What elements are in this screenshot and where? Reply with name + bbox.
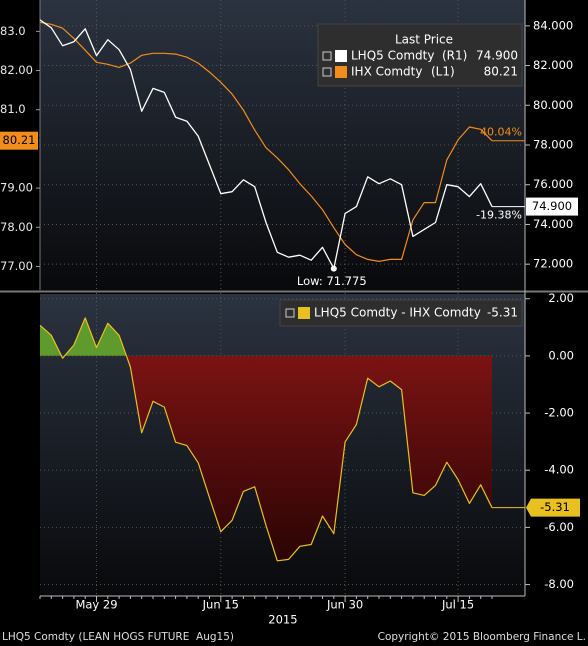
last-value-label: 74.900 bbox=[532, 199, 572, 213]
y-tick-label: -8.00 bbox=[544, 577, 574, 591]
y-tick-label: 77.00 bbox=[0, 259, 33, 273]
change-label: 40.04% bbox=[480, 126, 522, 139]
series-line bbox=[39, 19, 493, 270]
y2-tick-label: 82.000 bbox=[533, 58, 573, 72]
x-tick-label: Jul 15 bbox=[441, 598, 474, 612]
legend-swatch bbox=[335, 66, 347, 78]
legend-value: 80.21 bbox=[484, 65, 518, 79]
last-value-label: -5.31 bbox=[540, 500, 570, 514]
legend-swatch bbox=[298, 307, 310, 319]
positive-area bbox=[40, 317, 127, 356]
y2-tick-label: 80.000 bbox=[533, 98, 573, 112]
y-tick-label: -6.00 bbox=[544, 520, 574, 534]
legend-toggle bbox=[285, 308, 295, 318]
low-marker bbox=[330, 265, 337, 272]
y2-tick-label: 84.000 bbox=[533, 18, 573, 32]
negative-area bbox=[40, 355, 492, 561]
legend-value: -5.31 bbox=[487, 306, 518, 320]
legend-name: IHX Comdty bbox=[351, 65, 422, 79]
y-tick-label: 83.0 bbox=[0, 24, 26, 38]
y-tick-label: 78.00 bbox=[0, 220, 33, 234]
y-tick-label: 79.00 bbox=[0, 181, 33, 195]
last-value-box bbox=[526, 498, 580, 517]
legend-toggle bbox=[322, 51, 332, 61]
footer-left: LHQ5 Comdty (LEAN HOGS FUTURE Aug15) bbox=[2, 631, 234, 643]
y2-tick-label: 74.000 bbox=[533, 217, 573, 231]
last-value-label: 80.21 bbox=[3, 133, 36, 147]
x-tick-label: Jun 15 bbox=[202, 598, 239, 612]
y-tick-label: 0.00 bbox=[548, 348, 574, 362]
last-value-box bbox=[0, 131, 38, 150]
plot-layer: 83.0 82.00 81.0 79.00 78.00 77.00 84.000 82.000… bbox=[0, 0, 580, 627]
legend-title: Last Price bbox=[395, 33, 453, 47]
legend-tag: (R1) bbox=[442, 49, 467, 63]
change-label: -19.38% bbox=[476, 209, 522, 222]
last-value-box bbox=[526, 197, 578, 216]
y-tick-label: 2.00 bbox=[548, 291, 574, 305]
legend-name: LHQ5 Comdty - IHX Comdty bbox=[314, 306, 481, 320]
legend-swatch bbox=[335, 50, 347, 62]
legend-box bbox=[317, 23, 523, 87]
y2-tick-label: 72.000 bbox=[533, 257, 573, 271]
legend-box bbox=[279, 299, 523, 327]
legend-name: LHQ5 Comdty bbox=[351, 49, 434, 63]
legend-toggle bbox=[322, 67, 332, 77]
legend-tag: (L1) bbox=[431, 65, 455, 79]
y-tick-label: -4.00 bbox=[544, 463, 574, 477]
footer-bar bbox=[0, 627, 588, 646]
x-tick-label: May 29 bbox=[75, 598, 117, 612]
x-year-label: 2015 bbox=[268, 613, 297, 627]
footer-right: Copyright© 2015 Bloomberg Finance L. bbox=[378, 631, 586, 643]
series-line bbox=[39, 317, 493, 562]
y-tick-label: 81.0 bbox=[0, 102, 26, 116]
y2-tick-label: 76.000 bbox=[533, 177, 573, 191]
y2-tick-label: 78.000 bbox=[533, 138, 573, 152]
x-tick-label: Jun 30 bbox=[326, 598, 363, 612]
low-label: Low: 71.775 bbox=[297, 274, 367, 288]
legend-value: 74.900 bbox=[476, 49, 518, 63]
y-tick-label: -2.00 bbox=[544, 406, 574, 420]
y-tick-label: 82.00 bbox=[0, 63, 33, 77]
series-line bbox=[39, 21, 493, 262]
